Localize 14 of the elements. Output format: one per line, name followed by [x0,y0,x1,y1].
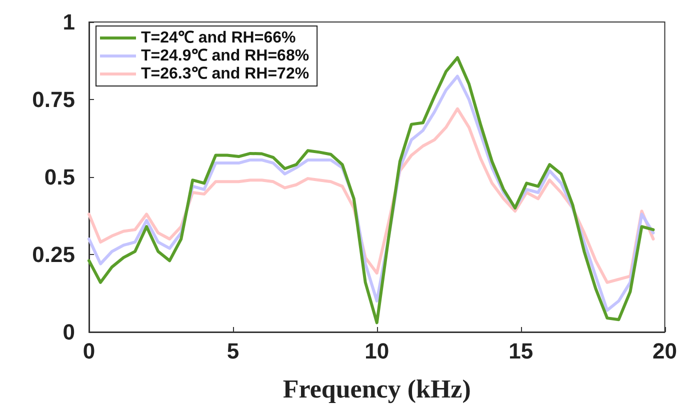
y-tick-label: 0.25 [32,242,75,267]
x-tick-label: 20 [652,338,678,364]
y-tick-label: 0.75 [32,87,75,112]
x-tick-label: 0 [82,338,96,364]
legend-label: T=26.3℃ and RH=72% [141,66,310,82]
x-tick-label: 5 [226,338,240,364]
y-tick-label: 0 [62,320,75,344]
x-axis-title: Frequency (kHz) [282,374,471,404]
x-tick-label: 15 [508,338,534,364]
legend-label: T=24℃ and RH=66% [141,30,296,46]
y-tick-label: 0.5 [44,164,75,190]
x-tick-label: 10 [364,338,390,364]
y-tick-label: 1 [62,10,75,34]
legend-label: T=24.9℃ and RH=68% [141,48,310,64]
